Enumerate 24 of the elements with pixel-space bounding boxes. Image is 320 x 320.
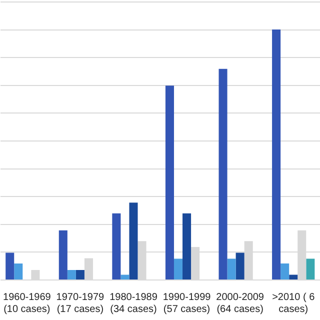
bar <box>129 202 138 280</box>
bar <box>14 263 23 280</box>
bar <box>218 68 228 280</box>
bar <box>289 274 298 280</box>
x-tick-label: 1960-1969 (10 cases) <box>2 292 52 315</box>
x-tick-label: >2010 ( 6 cases) <box>272 292 316 315</box>
bar <box>227 258 236 280</box>
bar <box>67 270 76 280</box>
bar <box>165 86 174 280</box>
x-tick-label: 1990-1999 (57 cases) <box>162 292 212 315</box>
x-tick-label: 1970-1979 (17 cases) <box>56 292 105 315</box>
bar <box>182 213 192 280</box>
bar <box>280 263 290 280</box>
bar <box>272 30 281 280</box>
bar <box>58 230 68 280</box>
bar <box>76 270 84 280</box>
bar <box>174 258 183 280</box>
bar <box>112 213 121 280</box>
bar <box>6 252 14 280</box>
x-tick-label: 2000-2009 (64 cases) <box>216 292 264 315</box>
x-tick-label: 1980-1989 (34 cases) <box>110 292 158 315</box>
bar <box>236 252 244 280</box>
bar <box>306 258 315 280</box>
bar <box>120 274 130 280</box>
